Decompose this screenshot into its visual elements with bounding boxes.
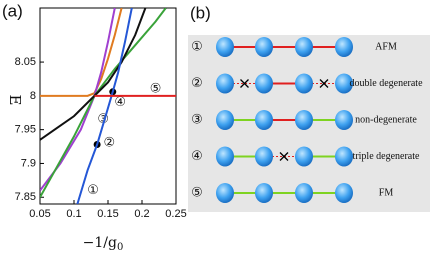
atom <box>335 110 353 130</box>
annotation: ④ <box>114 95 126 110</box>
row-number: ④ <box>191 149 203 164</box>
y-axis-label: E <box>6 95 24 106</box>
atom <box>216 183 234 203</box>
row-label: double degenerate <box>349 78 423 89</box>
series-line <box>40 8 147 141</box>
x-tick-label: 0.1 <box>66 208 81 220</box>
panel-label: (b) <box>190 3 211 22</box>
row-number: ⑤ <box>191 186 203 201</box>
atom <box>295 110 313 130</box>
annotation: ① <box>87 183 99 198</box>
atom <box>295 146 313 167</box>
annotation: ② <box>104 136 116 151</box>
x-tick-label: 0.15 <box>97 208 118 220</box>
atom <box>295 73 313 94</box>
x-tick-label: 0.25 <box>165 208 186 220</box>
plot-frame <box>39 7 177 205</box>
row-label: triple degenerate <box>353 151 420 162</box>
series-line <box>40 8 123 97</box>
x-axis-label-main: −1/g <box>83 235 117 251</box>
atom <box>295 183 313 203</box>
atom <box>255 146 273 167</box>
atom <box>255 183 273 203</box>
atom <box>216 37 234 57</box>
atom <box>335 183 353 203</box>
series-line <box>40 8 167 198</box>
atom <box>216 146 234 167</box>
x-tick-label: 0.05 <box>29 208 50 220</box>
series-line <box>76 8 133 204</box>
plot: 0.05 0.1 0.15 0.2 0.25 7.85 7.9 7.95 8 8.05 ① ② ③④ ⑤ <box>15 7 187 220</box>
annotation: ⑤ <box>150 82 162 97</box>
row-label: non-degenerate <box>355 114 417 125</box>
y-tick-label: 7.85 <box>15 191 36 203</box>
diagram: ① AFM ② double degenerate ③ non-degenerate ④ tr… <box>191 37 423 203</box>
x-axis-label-sub: 0 <box>117 242 123 253</box>
y-tick-label: 8 <box>30 90 36 102</box>
y-tick-label: 8.05 <box>15 56 36 68</box>
cross <box>279 152 289 161</box>
row-number: ③ <box>191 113 203 128</box>
row-number: ① <box>191 40 203 55</box>
series-line <box>40 8 116 192</box>
y-tick-label: 7.95 <box>15 124 36 136</box>
atom <box>255 37 273 57</box>
row-number: ② <box>191 76 203 91</box>
panel-label: (a) <box>2 1 23 20</box>
atom <box>216 110 234 130</box>
atom <box>295 37 313 57</box>
x-axis-label: −1/g0 <box>83 235 124 253</box>
atom <box>216 73 234 94</box>
atom <box>255 110 273 130</box>
x-tick-label: 0.2 <box>134 208 149 220</box>
cross <box>240 79 249 88</box>
annotation: ③ <box>97 112 109 127</box>
lines <box>40 8 176 204</box>
row-label: FM <box>379 187 394 198</box>
atom <box>255 73 273 94</box>
atom <box>335 73 353 94</box>
cross <box>319 79 329 88</box>
atom <box>335 146 353 167</box>
row-label: AFM <box>375 41 397 52</box>
y-tick-label: 7.9 <box>21 157 36 169</box>
atom <box>335 37 353 57</box>
